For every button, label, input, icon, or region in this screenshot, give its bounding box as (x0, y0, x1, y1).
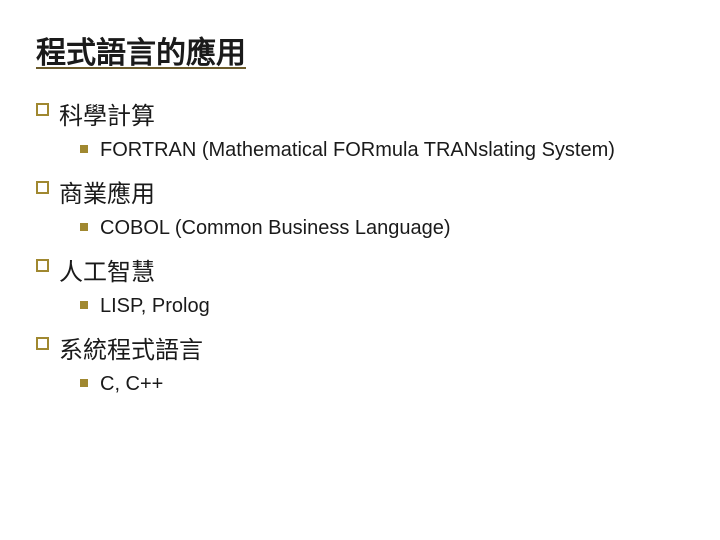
section-2: 商業應用 (36, 174, 684, 209)
section-4-item-text: C, C++ (100, 371, 163, 398)
section-3-item: LISP, Prolog (80, 293, 684, 320)
bullet-outline-icon (36, 103, 49, 116)
bullet-fill-icon (80, 379, 88, 387)
section-4: 系統程式語言 (36, 330, 684, 365)
slide-title: 程式語言的應用 (36, 28, 684, 72)
section-3: 人工智慧 (36, 252, 684, 287)
section-4-heading: 系統程式語言 (59, 330, 203, 365)
section-1-heading: 科學計算 (59, 96, 155, 131)
section-2-heading: 商業應用 (59, 174, 155, 209)
section-1-item-text: FORTRAN (Mathematical FORmula TRANslatin… (100, 137, 615, 164)
bullet-fill-icon (80, 301, 88, 309)
section-2-item-text: COBOL (Common Business Language) (100, 215, 451, 242)
bullet-fill-icon (80, 223, 88, 231)
bullet-outline-icon (36, 337, 49, 350)
bullet-fill-icon (80, 145, 88, 153)
section-4-item: C, C++ (80, 371, 684, 398)
section-1-item: FORTRAN (Mathematical FORmula TRANslatin… (80, 137, 684, 164)
section-3-item-text: LISP, Prolog (100, 293, 210, 320)
bullet-outline-icon (36, 259, 49, 272)
section-3-heading: 人工智慧 (59, 252, 155, 287)
section-1: 科學計算 (36, 96, 684, 131)
bullet-outline-icon (36, 181, 49, 194)
section-2-item: COBOL (Common Business Language) (80, 215, 684, 242)
